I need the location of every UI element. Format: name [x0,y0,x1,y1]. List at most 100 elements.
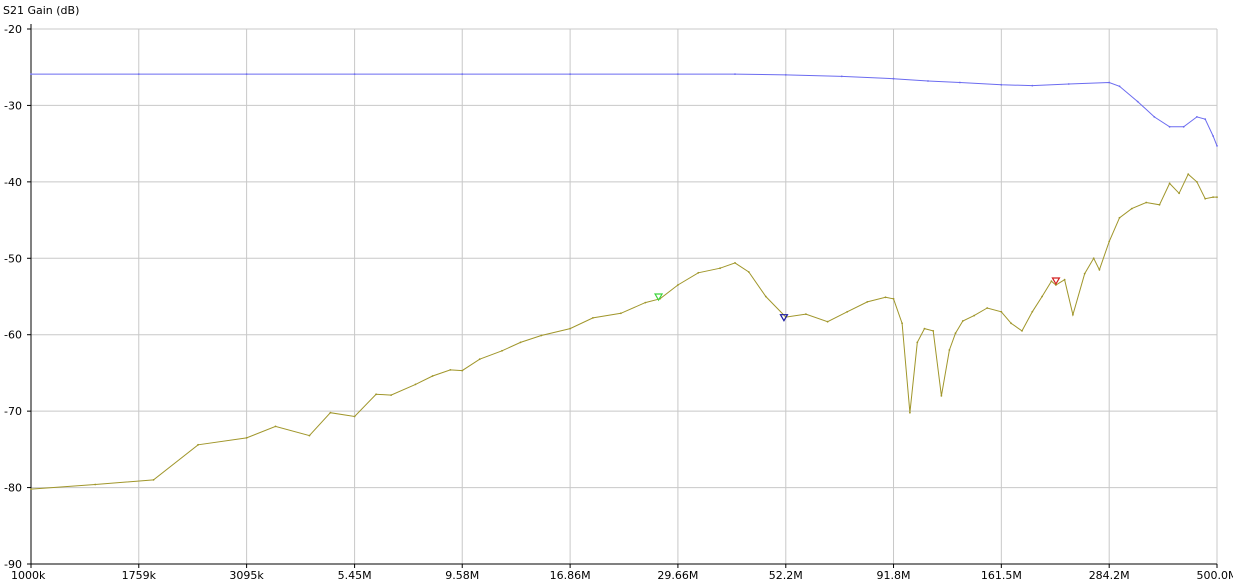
series-2-point [1118,216,1121,219]
y-tick-label: -30 [4,99,22,112]
label-layer: S21 Gain (dB) [3,4,79,17]
series-2-point [1063,278,1066,281]
series-2-point [414,383,417,386]
marker-layer [654,277,1061,322]
series-1-point [1118,85,1121,88]
series-1-point [1136,100,1139,103]
series-2-point [1178,192,1180,195]
series-2-point [909,411,911,414]
axis-layer: 1000k 1759k 3095k 5.45M 9.58M 16.86M 29.66M 52.… [4,23,1233,582]
series-1-point [1031,84,1034,87]
x-tick-label: 52.2M [769,569,803,582]
series-2-point [697,271,700,274]
series-1-point [959,81,961,84]
series-1-point [1168,125,1171,128]
series-2-point [1072,313,1074,316]
y-tick-label: -40 [4,176,22,189]
series-2-point [461,369,464,372]
series-2-point [734,262,736,264]
series-2-point [1092,257,1095,260]
series-2-point [644,301,647,304]
series-2-point [901,322,903,325]
y-axis-label: S21 Gain (dB) [3,4,79,17]
series-2-point [94,483,97,486]
series-2-point [916,341,919,344]
series-2-point [892,297,895,300]
series-1-point [1067,83,1070,85]
x-tick-label: 5.45M [338,569,372,582]
series-2-point [1098,268,1101,271]
y-tick-label: -80 [4,482,22,495]
series-2-point [940,395,943,397]
series-2-point [1187,173,1190,176]
series-2-point [1050,280,1053,283]
series-2-point [961,320,964,322]
series-2-point [620,312,622,315]
series-2-point [1145,201,1148,204]
series-2-point [719,267,721,270]
series-2-point [986,307,989,309]
series-2-point [1000,310,1003,313]
y-tick-label: -20 [4,23,22,36]
series-line-2 [30,173,1217,490]
series-2-point [973,314,975,317]
series-2-point [519,341,522,344]
y-tick-label: -70 [4,405,22,418]
series-1-point [461,73,464,75]
series-1-point [1153,116,1156,118]
series-1-point [245,73,248,75]
series-2-point [1196,181,1198,183]
grid-layer [30,28,1218,565]
series-2-point [390,394,392,396]
series-2-point [1204,197,1207,200]
marker-1-icon[interactable] [654,293,664,302]
x-tick-label: 3095k [229,569,264,582]
x-tick-label: 500.0M [1197,569,1233,582]
x-tick-label: 29.66M [657,569,698,582]
marker-2-icon[interactable] [779,314,789,322]
series-2-point [1083,272,1086,275]
series-1-point [784,74,787,76]
series-layer [30,73,1218,490]
series-1-point [1000,83,1003,86]
series-1-point [1204,118,1207,121]
series-2-point [747,271,750,273]
series-line-1 [31,73,1218,147]
series-2-point [569,327,571,330]
series-2-point [1031,310,1034,313]
series-1-point [840,75,843,78]
series-1-point [137,73,140,75]
series-2-point [329,411,332,414]
series-2-point [948,349,951,351]
series-2-point [932,330,935,332]
series-1-point [1108,81,1111,84]
series-2-point [764,295,767,298]
series-2-point [1041,295,1043,298]
x-tick-label: 16.86M [550,569,591,582]
series-2-point [884,296,887,299]
series-2-point [431,375,434,377]
series-2-point [1130,207,1133,210]
x-tick-label: 284.2M [1089,569,1130,582]
series-2-point [540,334,543,337]
series-2-point [274,425,277,428]
series-2-point [30,488,32,490]
series-2-point [954,332,957,335]
y-tick-label: -90 [4,558,22,571]
series-2-point [245,437,248,439]
series-2-point [501,349,503,352]
series-2-point [1216,196,1218,199]
series-2-point [1108,240,1111,243]
series-2-point [677,284,679,286]
series-1-point [1196,116,1198,118]
marker-3-icon[interactable] [1051,277,1061,286]
series-2-point [592,317,594,319]
series-2-point [923,327,926,330]
series-1-point [569,73,571,75]
series-2-point [308,434,311,437]
series-2-point [846,310,849,313]
x-tick-label: 91.8M [877,569,911,582]
series-2-point [375,393,377,396]
